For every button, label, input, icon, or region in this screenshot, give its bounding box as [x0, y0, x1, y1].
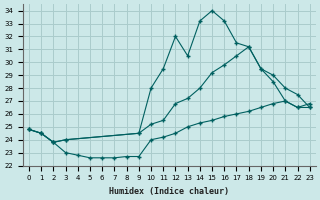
- X-axis label: Humidex (Indice chaleur): Humidex (Indice chaleur): [109, 187, 229, 196]
